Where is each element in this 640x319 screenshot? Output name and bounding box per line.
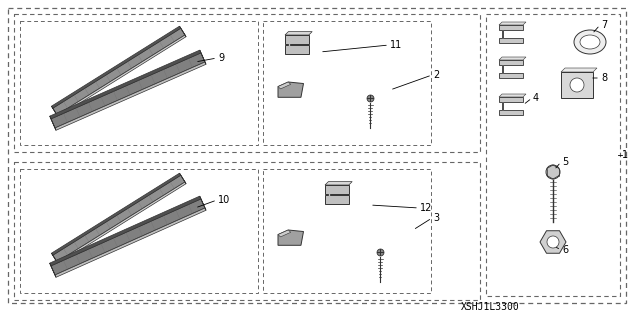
Text: 7: 7 bbox=[601, 20, 607, 30]
Text: 10: 10 bbox=[218, 195, 230, 205]
Bar bbox=[14, 14, 480, 152]
Polygon shape bbox=[179, 173, 186, 184]
Polygon shape bbox=[57, 35, 186, 117]
Text: 3: 3 bbox=[433, 213, 439, 223]
Polygon shape bbox=[50, 116, 56, 130]
Polygon shape bbox=[278, 230, 291, 237]
Text: 2: 2 bbox=[433, 70, 439, 80]
Polygon shape bbox=[51, 53, 205, 128]
Bar bbox=[263, 169, 431, 293]
Text: 1: 1 bbox=[622, 150, 628, 160]
Polygon shape bbox=[51, 253, 58, 264]
Text: 12: 12 bbox=[420, 203, 433, 213]
Bar bbox=[486, 14, 620, 296]
Polygon shape bbox=[200, 50, 206, 64]
Ellipse shape bbox=[580, 35, 600, 49]
Polygon shape bbox=[50, 263, 56, 277]
Polygon shape bbox=[55, 208, 206, 277]
Polygon shape bbox=[499, 60, 523, 78]
Polygon shape bbox=[499, 25, 523, 43]
Text: 4: 4 bbox=[533, 93, 539, 103]
Polygon shape bbox=[499, 57, 526, 60]
Bar bbox=[561, 72, 593, 98]
Text: 5: 5 bbox=[562, 157, 568, 167]
Bar bbox=[20, 21, 258, 145]
Polygon shape bbox=[51, 199, 205, 275]
Circle shape bbox=[570, 78, 584, 92]
Polygon shape bbox=[52, 175, 185, 262]
Polygon shape bbox=[51, 173, 180, 255]
Polygon shape bbox=[499, 22, 526, 25]
Polygon shape bbox=[51, 106, 58, 117]
Polygon shape bbox=[285, 32, 312, 35]
Text: 8: 8 bbox=[601, 73, 607, 83]
Ellipse shape bbox=[574, 30, 606, 54]
Polygon shape bbox=[278, 230, 303, 245]
Circle shape bbox=[546, 165, 560, 179]
Polygon shape bbox=[50, 196, 201, 266]
Text: 6: 6 bbox=[562, 245, 568, 255]
Polygon shape bbox=[278, 82, 303, 97]
Bar bbox=[14, 162, 480, 300]
Bar bbox=[263, 21, 431, 145]
Polygon shape bbox=[278, 82, 291, 89]
Polygon shape bbox=[52, 28, 185, 115]
Polygon shape bbox=[325, 185, 349, 204]
Polygon shape bbox=[51, 26, 180, 108]
Text: 11: 11 bbox=[390, 40, 403, 50]
Polygon shape bbox=[55, 62, 206, 130]
Polygon shape bbox=[499, 94, 526, 97]
Polygon shape bbox=[50, 50, 201, 119]
Polygon shape bbox=[57, 182, 186, 264]
Polygon shape bbox=[499, 97, 523, 115]
Polygon shape bbox=[561, 68, 597, 72]
Text: 9: 9 bbox=[218, 53, 224, 63]
Polygon shape bbox=[285, 35, 309, 54]
Bar bbox=[20, 169, 258, 293]
Text: XSHJ1L3300: XSHJ1L3300 bbox=[461, 302, 520, 312]
Polygon shape bbox=[200, 196, 206, 210]
Polygon shape bbox=[179, 26, 186, 37]
Polygon shape bbox=[325, 182, 352, 185]
Circle shape bbox=[547, 236, 559, 248]
